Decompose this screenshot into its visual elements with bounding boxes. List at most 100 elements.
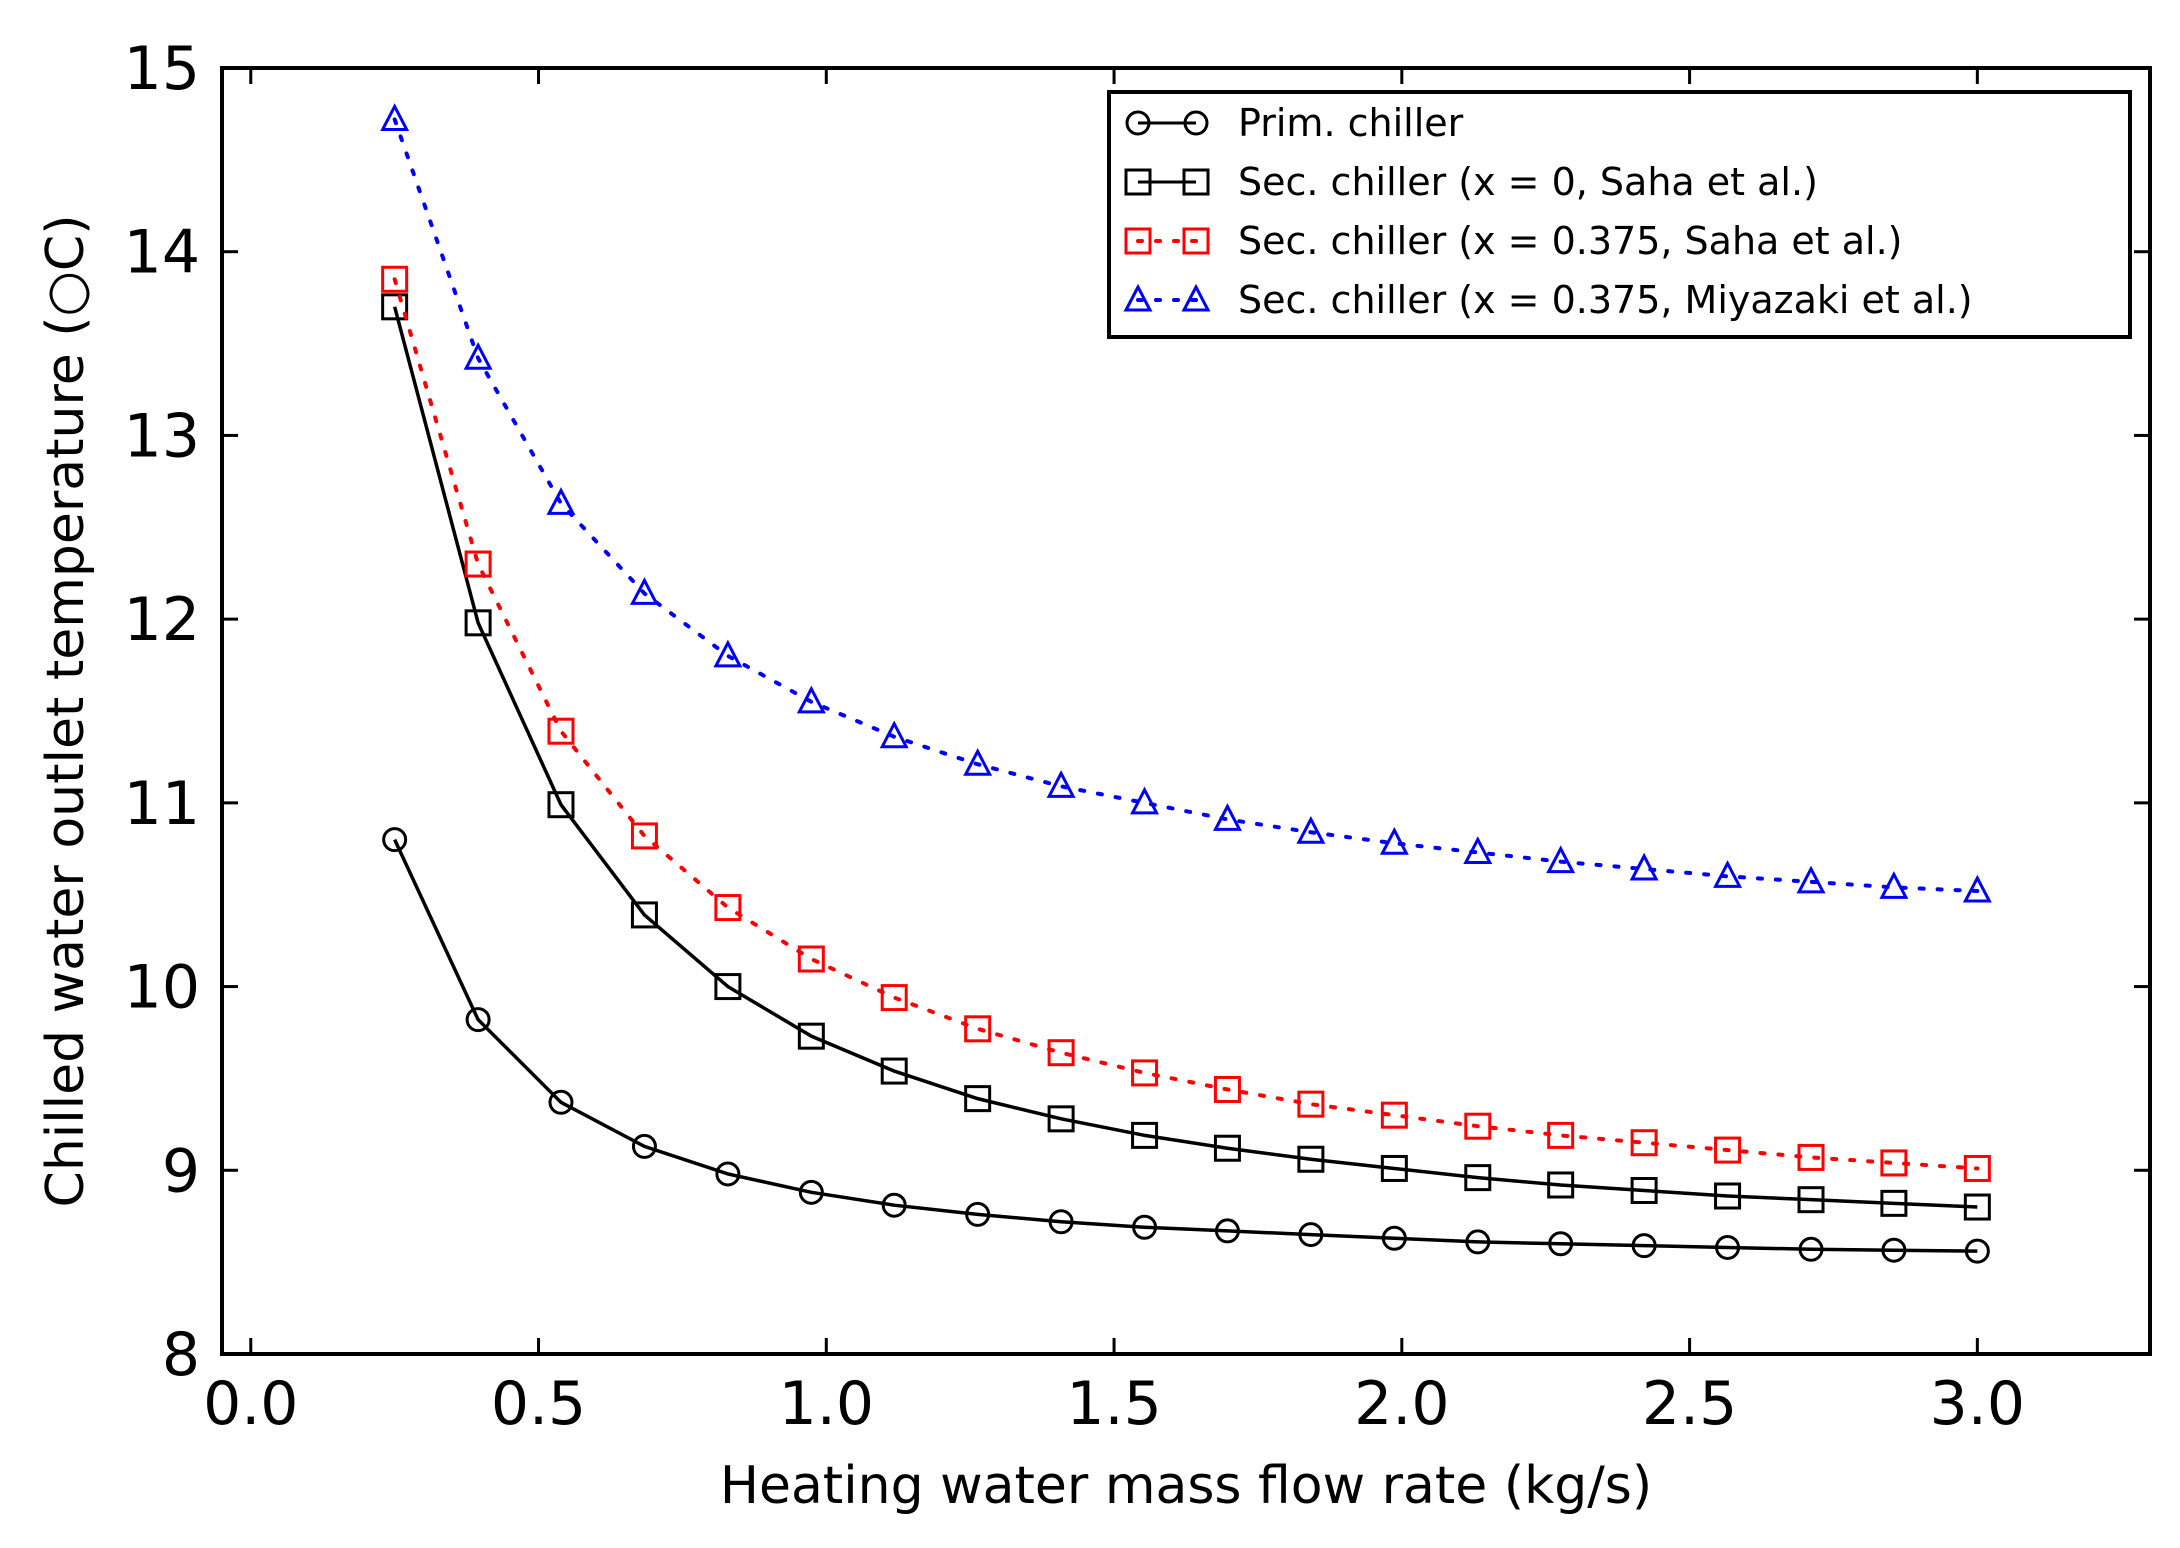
- data-point: [964, 1085, 992, 1113]
- data-point: [1798, 1236, 1824, 1262]
- x-tick-label: 1.0: [779, 1369, 874, 1439]
- data-point: [963, 748, 993, 776]
- data-point: [546, 487, 576, 515]
- series-3: [380, 103, 1992, 903]
- legend-marker: [1125, 110, 1151, 136]
- legend-label: Prim. chiller: [1238, 101, 1464, 145]
- y-tick-label: 15: [124, 34, 200, 104]
- data-point: [1214, 1218, 1240, 1244]
- data-point: [796, 685, 826, 714]
- data-point: [1464, 1112, 1492, 1140]
- x-tick-label: 0.5: [491, 1369, 586, 1439]
- data-point: [1212, 803, 1242, 831]
- data-point: [1630, 1129, 1658, 1157]
- x-tick-label: 0.0: [203, 1369, 298, 1439]
- data-point: [380, 103, 410, 131]
- legend-entry: Sec. chiller (x = 0.375, Miyazaki et al.…: [1123, 278, 1973, 322]
- data-point: [881, 1192, 907, 1218]
- data-point: [1715, 1234, 1741, 1260]
- legend-label: Sec. chiller (x = 0.375, Miyazaki et al.…: [1238, 278, 1973, 322]
- data-point: [547, 791, 575, 819]
- x-tick-label: 3.0: [1930, 1369, 2025, 1439]
- data-point: [1546, 845, 1576, 874]
- data-point: [1631, 1233, 1657, 1259]
- data-point: [1879, 871, 1909, 899]
- data-point: [1464, 1164, 1492, 1192]
- data-point: [630, 822, 658, 850]
- legend-marker: [1124, 227, 1152, 255]
- data-point: [714, 973, 742, 1001]
- legend-marker: [1123, 283, 1153, 312]
- series-1: [381, 293, 1991, 1221]
- data-point: [1465, 1229, 1491, 1255]
- data-point: [1298, 1222, 1324, 1248]
- legend-marker: [1183, 110, 1209, 136]
- legend-entries: Prim. chiller Sec. chiller (x = 0, Saha e…: [1123, 101, 1973, 322]
- legend-label: Sec. chiller (x = 0.375, Saha et al.): [1238, 219, 1903, 263]
- y-tick-label: 9: [162, 1136, 200, 1206]
- data-point: [1547, 1171, 1575, 1199]
- data-point: [382, 827, 408, 853]
- legend: Prim. chiller Sec. chiller (x = 0, Saha e…: [1107, 90, 2132, 339]
- data-point: [1381, 1225, 1407, 1251]
- series-line: [392, 306, 1978, 1209]
- data-point: [1963, 1154, 1991, 1182]
- y-tick-label: 11: [124, 769, 200, 839]
- x-tick-label: 1.5: [1066, 1369, 1161, 1439]
- data-point: [798, 1179, 824, 1205]
- data-point: [1046, 770, 1076, 798]
- legend-marker: [1182, 227, 1210, 255]
- ticks-layer: [222, 66, 2150, 1356]
- data-point: [1132, 1214, 1158, 1240]
- y-tick-label: 8: [162, 1320, 200, 1390]
- series-2: [381, 265, 1991, 1182]
- legend-marker: [1182, 168, 1210, 196]
- x-tick-label: 2.0: [1354, 1369, 1449, 1439]
- data-point: [797, 945, 825, 973]
- legend-marker: [1181, 283, 1211, 312]
- data-point: [1630, 1176, 1658, 1204]
- data-point: [1131, 1121, 1159, 1149]
- legend-label: Sec. chiller (x = 0, Saha et al.): [1238, 160, 1818, 204]
- data-point: [464, 609, 492, 637]
- y-tick-label: 12: [124, 585, 200, 655]
- data-point: [1297, 1145, 1325, 1173]
- data-point: [1380, 1101, 1408, 1129]
- series-line: [392, 277, 1980, 1171]
- series-0: [382, 827, 1990, 1264]
- data-point: [715, 1161, 741, 1187]
- data-point: [797, 1022, 825, 1050]
- x-axis-title: Heating water mass flow rate (kg/s): [720, 1456, 1652, 1516]
- data-point: [1797, 1143, 1825, 1171]
- data-point: [1463, 836, 1493, 864]
- data-point: [1048, 1209, 1074, 1235]
- data-point: [630, 901, 658, 929]
- legend-entry: Sec. chiller (x = 0, Saha et al.): [1124, 160, 1818, 204]
- data-point: [880, 984, 908, 1012]
- data-point: [965, 1201, 991, 1227]
- data-point: [1713, 860, 1743, 888]
- data-point: [1213, 1134, 1241, 1162]
- plot-frame: [220, 66, 2152, 1356]
- data-point: [1964, 1238, 1990, 1264]
- data-point: [1962, 874, 1992, 903]
- data-point: [547, 717, 575, 745]
- data-point: [465, 1007, 491, 1033]
- data-point: [1547, 1121, 1575, 1149]
- y-tick-label: 13: [124, 401, 200, 471]
- legend-marker: [1124, 168, 1152, 196]
- data-point: [631, 1133, 657, 1159]
- data-point: [1880, 1189, 1908, 1217]
- data-point: [381, 293, 409, 321]
- y-tick-label: 10: [124, 953, 200, 1023]
- legend-frame: [1107, 90, 2132, 339]
- y-tick-label: 14: [124, 218, 200, 288]
- data-point: [1047, 1105, 1075, 1133]
- data-point: [1880, 1149, 1908, 1177]
- data-point: [1379, 827, 1409, 855]
- data-point: [1047, 1039, 1075, 1067]
- data-point: [1131, 1059, 1159, 1087]
- data-point: [964, 1015, 992, 1043]
- data-point: [714, 894, 742, 922]
